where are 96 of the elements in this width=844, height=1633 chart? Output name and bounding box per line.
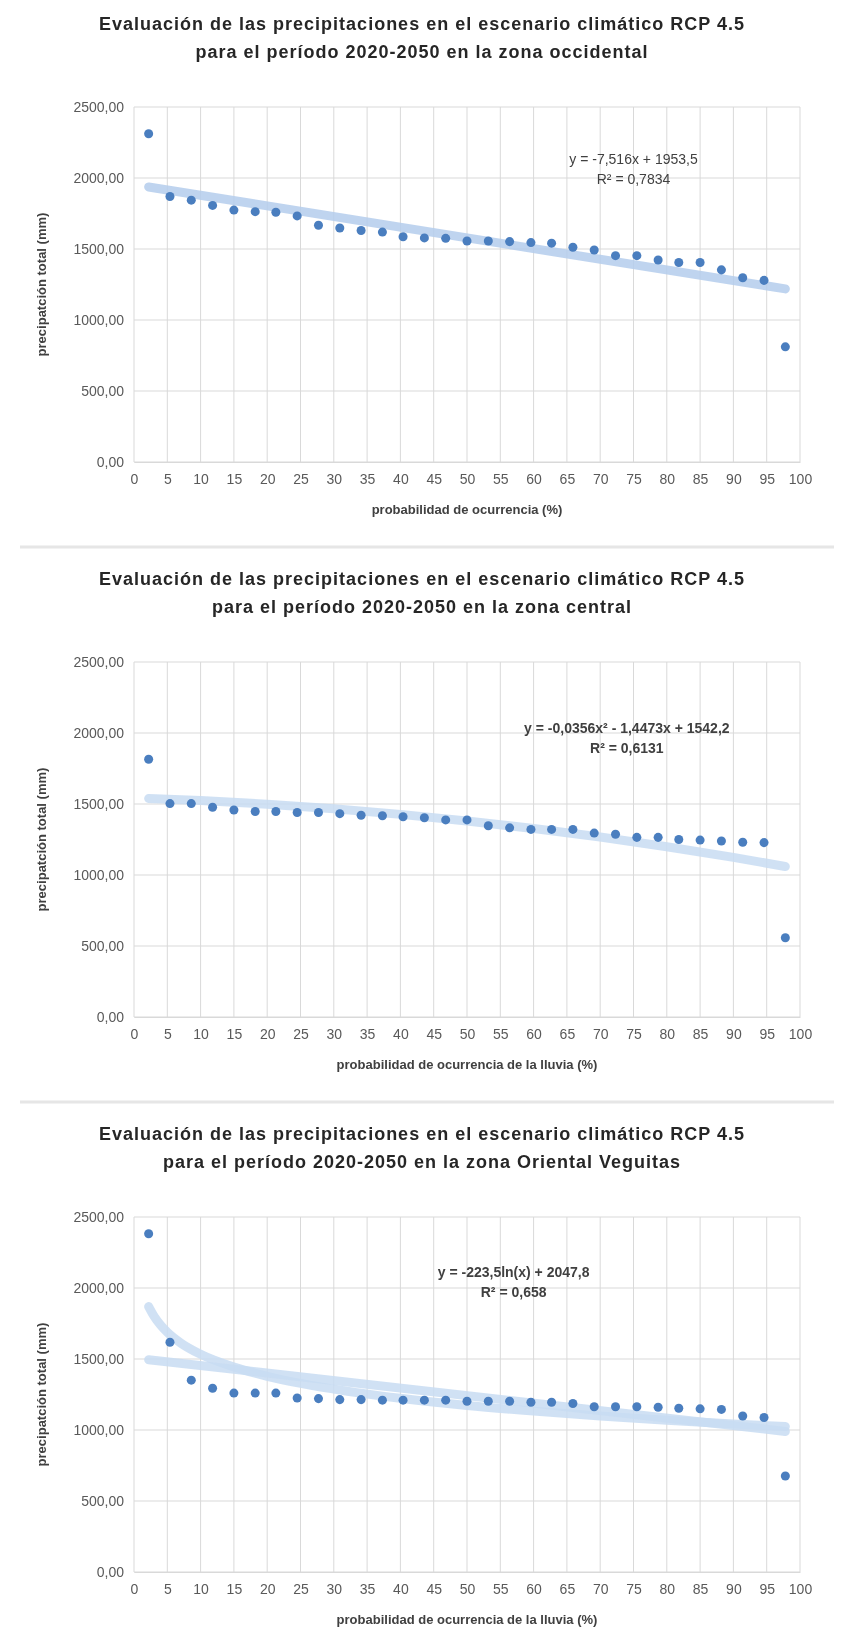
annotation: y = -0,0356x² - 1,4473x + 1542,2: [524, 720, 730, 736]
chart-title: Evaluación de las precipitaciones en el escenario climático RCP 4.5 para el período 2020-2050 en la zona Oriental Veguitas: [99, 1124, 745, 1172]
x-tick-label: 55: [493, 1580, 509, 1597]
x-tick-label: 35: [359, 470, 376, 487]
x-tick-label: 25: [293, 470, 309, 487]
y-tick-label: 500,00: [81, 937, 125, 954]
x-tick-label: 45: [426, 1025, 443, 1042]
y-tick-label: 2500,00: [73, 98, 125, 115]
annotation: y = -7,516x + 1953,5: [569, 150, 698, 167]
x-tick-label: 30: [326, 470, 343, 487]
x-tick-label: 5: [163, 470, 172, 487]
chart-title: Evaluación de las precipitaciones en el escenario climático RCP 4.5 para el período 2020-2050 en la zona central: [99, 569, 745, 617]
x-tick-label: 10: [193, 1580, 210, 1597]
x-tick-label: 50: [459, 470, 476, 487]
x-tick-label: 0: [130, 1580, 139, 1597]
x-tick-label: 10: [193, 470, 210, 487]
x-tick-label: 20: [259, 1025, 276, 1042]
x-tick-label: 10: [193, 1025, 210, 1042]
x-tick-label: 25: [293, 1580, 309, 1597]
x-tick-label: 80: [659, 470, 676, 487]
x-tick-label: 40: [393, 470, 409, 487]
x-tick-label: 85: [692, 1580, 709, 1597]
y-tick-label: 1000,00: [73, 1421, 125, 1438]
x-tick-label: 90: [726, 470, 742, 487]
x-tick-label: 100: [788, 470, 813, 487]
y-tick-label: 1500,00: [73, 1350, 125, 1367]
y-tick-label: 2500,00: [73, 653, 125, 670]
x-tick-label: 0: [130, 1025, 139, 1042]
x-tick-label: 40: [393, 1025, 409, 1042]
y-axis-title: precipatción total (mm): [34, 212, 49, 357]
x-tick-label: 5: [163, 1580, 172, 1597]
y-tick-label: 500,00: [81, 382, 125, 399]
x-tick-label: 75: [626, 1580, 642, 1597]
x-tick-label: 100: [788, 1025, 813, 1042]
x-tick-label: 75: [626, 470, 642, 487]
x-tick-label: 45: [426, 470, 443, 487]
x-tick-label: 70: [592, 1580, 609, 1597]
x-tick-label: 20: [259, 1580, 276, 1597]
x-tick-label: 55: [493, 1025, 509, 1042]
x-tick-label: 35: [359, 1025, 376, 1042]
y-tick-label: 1500,00: [73, 795, 125, 812]
y-tick-label: 0,00: [96, 1563, 125, 1580]
x-tick-label: 80: [659, 1025, 676, 1042]
x-axis-title: probabilidad de ocurrencia (%): [371, 502, 563, 517]
y-tick-label: 1500,00: [73, 240, 125, 257]
x-tick-label: 95: [759, 1025, 776, 1042]
x-tick-label: 50: [459, 1025, 476, 1042]
x-tick-label: 15: [226, 1025, 243, 1042]
y-tick-label: 0,00: [96, 1008, 125, 1025]
annotation: R² = 0,658: [480, 1284, 547, 1301]
y-axis-title: precipatción total (mm): [34, 767, 49, 912]
x-tick-label: 65: [559, 470, 576, 487]
x-tick-label: 70: [592, 470, 609, 487]
x-tick-label: 50: [459, 1580, 476, 1597]
x-tick-label: 30: [326, 1580, 343, 1597]
x-tick-label: 45: [426, 1580, 443, 1597]
y-tick-label: 2000,00: [73, 169, 125, 186]
y-tick-label: 2000,00: [73, 1279, 125, 1296]
y-axis-title: precipatción total (mm): [34, 1322, 49, 1467]
x-tick-label: 30: [326, 1025, 343, 1042]
x-tick-label: 75: [626, 1025, 642, 1042]
y-tick-label: 0,00: [96, 453, 125, 470]
x-axis-title: probabilidad de ocurrencia de la lluvia (%): [336, 1057, 598, 1072]
x-tick-label: 60: [526, 1025, 543, 1042]
x-tick-label: 60: [526, 470, 543, 487]
x-tick-label: 60: [526, 1580, 543, 1597]
x-tick-label: 5: [163, 1025, 172, 1042]
x-tick-label: 0: [130, 470, 139, 487]
x-axis-title: probabilidad de ocurrencia de la lluvia (%): [336, 1612, 598, 1627]
annotation: R² = 0,7834: [596, 170, 671, 187]
x-tick-label: 80: [659, 1580, 676, 1597]
y-tick-label: 500,00: [81, 1492, 125, 1509]
x-tick-label: 85: [692, 470, 709, 487]
chart-title: Evaluación de las precipitaciones en el escenario climático RCP 4.5 para el período 2020-2050 en la zona occidental: [99, 14, 745, 62]
x-tick-label: 35: [359, 1580, 376, 1597]
x-tick-label: 65: [559, 1580, 576, 1597]
y-tick-label: 2000,00: [73, 724, 125, 741]
annotation: y = -223,5ln(x) + 2047,8: [437, 1264, 590, 1281]
x-tick-label: 65: [559, 1025, 576, 1042]
x-tick-label: 100: [788, 1580, 813, 1597]
x-tick-label: 95: [759, 1580, 776, 1597]
x-tick-label: 25: [293, 1025, 309, 1042]
x-tick-label: 55: [493, 470, 509, 487]
x-tick-label: 15: [226, 470, 243, 487]
x-tick-label: 85: [692, 1025, 709, 1042]
x-tick-label: 15: [226, 1580, 243, 1597]
x-tick-label: 90: [726, 1025, 742, 1042]
y-tick-label: 2500,00: [73, 1208, 125, 1225]
y-tick-label: 1000,00: [73, 866, 125, 883]
y-tick-label: 1000,00: [73, 311, 125, 328]
x-tick-label: 40: [393, 1580, 409, 1597]
x-tick-label: 90: [726, 1580, 742, 1597]
annotation: R² = 0,6131: [590, 740, 664, 756]
x-tick-label: 70: [592, 1025, 609, 1042]
x-tick-label: 95: [759, 470, 776, 487]
x-tick-label: 20: [259, 470, 276, 487]
